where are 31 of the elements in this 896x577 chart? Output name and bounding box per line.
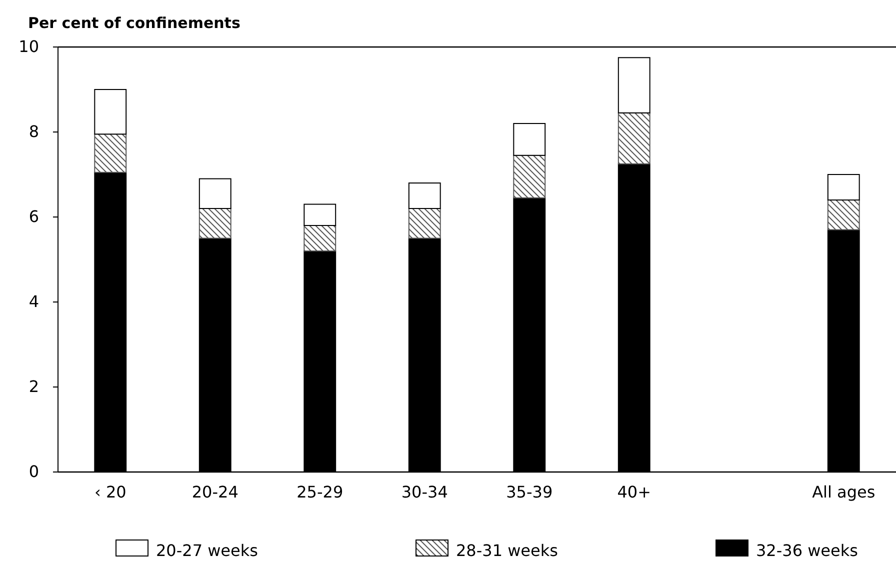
y-tick-label: 0 [28,462,39,482]
y-tick-label: 6 [28,207,39,226]
x-tick-label: 30-34 [401,482,448,502]
legend-label: 20-27 weeks [156,541,258,560]
bar [198,178,232,209]
x-tick-label: 35-39 [506,482,553,502]
y-tick-label: 2 [28,377,39,396]
legend-label: 28-31 weeks [456,541,558,560]
x-tick-label: 20-24 [192,482,238,502]
bar [618,57,650,114]
x-tick-label: All ages [812,482,876,502]
bar [304,225,336,252]
bar [408,208,441,239]
y-tick-label: 4 [28,292,39,312]
bar [513,123,546,156]
legend-label: 32-36 weeks [756,541,858,560]
x-tick-label: 25-29 [296,482,344,502]
x-tick-label: 40+ [617,482,652,502]
bar [827,200,860,230]
bar [408,182,441,209]
bar [94,134,127,173]
bar [304,204,336,226]
bar [94,89,127,135]
bar [513,154,546,198]
bar [827,174,860,200]
bar [198,208,232,239]
bar [618,112,650,164]
x-tick-label: ‹ 20 [94,482,126,502]
y-tick-label: 8 [28,122,39,142]
y-tick-label: 10 [18,37,39,56]
y-axis-title: Per cent of confinements [28,14,240,32]
